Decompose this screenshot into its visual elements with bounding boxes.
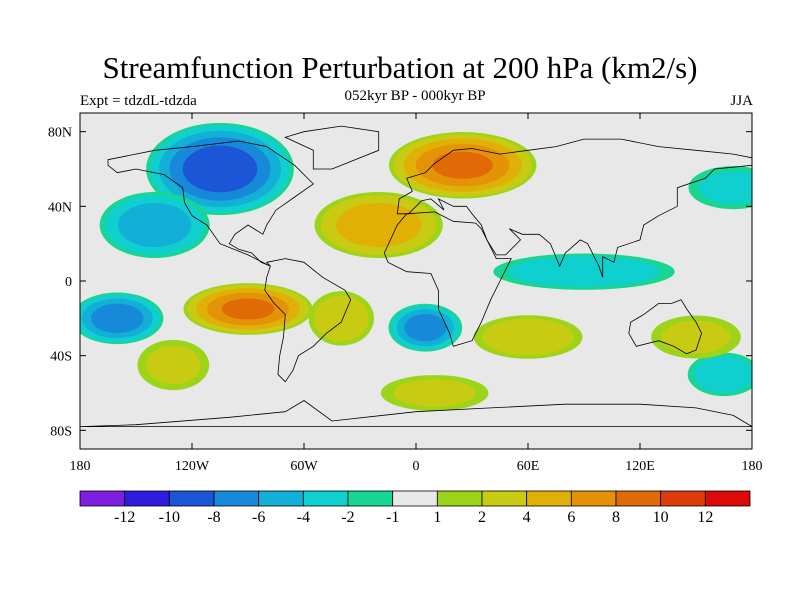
anomaly-4 xyxy=(493,253,675,290)
coastline-5 xyxy=(80,400,752,427)
coastline-1 xyxy=(264,258,352,383)
coastline-3 xyxy=(396,138,752,278)
anomaly-5 xyxy=(688,166,752,210)
contour-level xyxy=(118,203,192,247)
colorbar-label: 8 xyxy=(612,509,620,526)
colorbar-label: -1 xyxy=(386,509,399,526)
contour-level xyxy=(482,318,574,356)
anomaly-13 xyxy=(651,315,741,359)
contour-level xyxy=(661,320,731,354)
y-tick-label: 80N xyxy=(48,126,72,141)
colorbar-swatch xyxy=(124,490,170,507)
anomaly-11 xyxy=(473,315,583,359)
coastline-6 xyxy=(284,125,380,170)
anomaly-7 xyxy=(388,132,537,199)
colorbar-label: 12 xyxy=(697,509,713,526)
colorbar-label: -4 xyxy=(297,509,310,526)
coastline-2 xyxy=(383,211,512,347)
colorbar-label: 10 xyxy=(653,509,669,526)
colorbar-swatch xyxy=(392,490,438,507)
colorbar-swatch xyxy=(168,490,215,507)
colorbar-swatch xyxy=(660,490,706,507)
colorbar-label: -6 xyxy=(252,509,265,526)
colorbar-label: -2 xyxy=(341,509,354,526)
x-tick-label: 60E xyxy=(517,459,540,474)
colorbar-swatch xyxy=(570,490,617,507)
contour-level xyxy=(313,295,369,342)
anomaly-1 xyxy=(99,192,210,258)
y-tick-label: 80S xyxy=(50,424,72,439)
anomaly-2 xyxy=(80,292,164,345)
chart-title: Streamfunction Perturbation at 200 hPa (… xyxy=(102,50,698,85)
colorbar-swatch xyxy=(347,490,394,507)
y-tick-label: 40S xyxy=(50,350,72,365)
colorbar-swatch xyxy=(213,490,260,507)
anomaly-14 xyxy=(380,375,489,411)
experiment-label: Expt = tdzdL-tdzda xyxy=(80,93,197,109)
colorbar: -12 -10 -8 -6 -4 -2 -1 1 2 4 6 8 10 12 xyxy=(79,490,751,526)
contour-level xyxy=(432,151,493,179)
colorbar-label: 2 xyxy=(478,509,486,526)
x-tick-label: 0 xyxy=(413,459,420,474)
anomaly-6 xyxy=(687,352,752,397)
y-tick-label: 0 xyxy=(65,275,72,290)
colorbar-label: -10 xyxy=(159,509,180,526)
colorbar-swatch xyxy=(615,490,662,507)
colorbar-swatch xyxy=(79,490,126,507)
contour-level xyxy=(182,145,258,193)
contour-level xyxy=(335,203,422,247)
colorbar-label: -8 xyxy=(207,509,220,526)
contour-level xyxy=(507,256,661,287)
contour-level xyxy=(145,345,201,385)
colorbar-swatch xyxy=(704,490,751,507)
anomaly-12 xyxy=(137,339,210,391)
coastline-4 xyxy=(628,299,703,355)
anomaly-9 xyxy=(183,283,313,335)
anomaly-8 xyxy=(314,192,443,258)
colorbar-swatch xyxy=(302,490,349,507)
contour-level xyxy=(693,356,752,393)
anomaly-3 xyxy=(388,303,463,352)
chart-subtitle: 052kyr BP - 000kyr BP xyxy=(344,88,486,104)
contour-level xyxy=(221,298,275,320)
y-tick-label: 40N xyxy=(48,200,72,215)
contour-level xyxy=(699,171,752,205)
x-tick-label: 120E xyxy=(625,459,655,474)
colorbar-swatch xyxy=(526,490,572,507)
coastlines xyxy=(80,125,752,427)
colorbar-swatch xyxy=(481,490,528,507)
contour-level xyxy=(404,314,447,342)
x-tick-label: 180 xyxy=(70,459,91,474)
contour-level xyxy=(393,379,476,407)
anomaly-10 xyxy=(308,291,374,346)
x-tick-label: 180 xyxy=(742,459,763,474)
contour-fill xyxy=(80,113,752,449)
colorbar-label: 4 xyxy=(523,509,531,526)
colorbar-label: 6 xyxy=(567,509,575,526)
colorbar-swatch xyxy=(258,490,304,507)
x-tick-label: 60W xyxy=(290,459,318,474)
coastline-0 xyxy=(107,140,314,267)
x-tick-label: 120W xyxy=(175,459,210,474)
map-axes: 180 120W 60W 0 60E 120E 180 80N 40N 0 40S 80S xyxy=(48,113,763,474)
colorbar-label: -12 xyxy=(114,509,135,526)
contour-level xyxy=(91,303,144,334)
colorbar-label: 1 xyxy=(433,509,441,526)
colorbar-swatch xyxy=(436,490,483,507)
season-label: JJA xyxy=(730,93,753,109)
